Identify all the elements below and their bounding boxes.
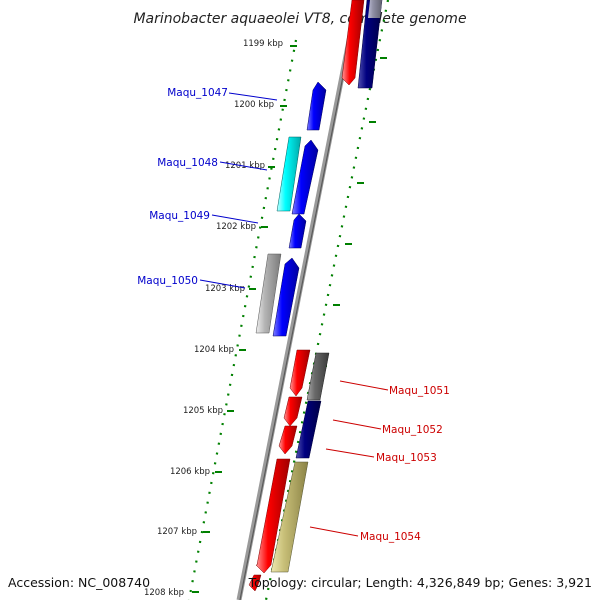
forward-cds-feature[interactable] <box>341 0 365 86</box>
kbp-labels: 1199 kbp 1200 kbp 1201 kbp 1202 kbp 1203… <box>144 39 283 598</box>
label-maqu-1047[interactable]: Maqu_1047 <box>167 87 228 99</box>
gene-maqu-1054-cds[interactable] <box>255 458 291 574</box>
right-dotted-track <box>264 0 390 600</box>
label-maqu-1049[interactable]: Maqu_1049 <box>149 210 210 222</box>
label-maqu-1051[interactable]: Maqu_1051 <box>389 385 450 397</box>
label-maqu-1054[interactable]: Maqu_1054 <box>360 531 421 543</box>
label-maqu-1050[interactable]: Maqu_1050 <box>137 275 198 287</box>
genome-backbone <box>236 0 360 600</box>
gene-maqu-1053[interactable] <box>278 425 298 455</box>
gene-maqu-1052-cds[interactable] <box>283 396 303 427</box>
tick-label-1205: 1205 kbp <box>183 406 223 416</box>
gene-maqu-1051-feature[interactable] <box>306 352 330 401</box>
label-maqu-1048[interactable]: Maqu_1048 <box>157 157 218 169</box>
gene-maqu-1055-cds[interactable] <box>248 574 262 592</box>
feature-navy[interactable] <box>357 0 383 89</box>
tick-label-1200: 1200 kbp <box>234 100 274 110</box>
map-title: Marinobacter aquaeolei VT8, complete gen… <box>133 11 466 27</box>
tick-label-1208: 1208 kbp <box>144 588 184 598</box>
tick-label-1206: 1206 kbp <box>170 467 210 477</box>
tick-label-1204: 1204 kbp <box>194 345 234 355</box>
left-gene-labels: Maqu_1047 Maqu_1048 Maqu_1049 Maqu_1050 <box>137 87 278 289</box>
accession-text: Accession: NC_008740 <box>8 575 150 590</box>
genome-backbone-edge <box>239 0 359 600</box>
gene-maqu-1049[interactable] <box>288 213 307 249</box>
gene-maqu-1054-feature[interactable] <box>270 461 309 573</box>
tick-label-1199: 1199 kbp <box>243 39 283 49</box>
label-maqu-1052[interactable]: Maqu_1052 <box>382 424 443 436</box>
kbp-ticks-left <box>192 45 297 593</box>
tick-label-1207: 1207 kbp <box>157 527 197 537</box>
gene-maqu-1050-feature[interactable] <box>255 253 282 334</box>
gene-maqu-1048-cds[interactable] <box>291 139 319 215</box>
genome-summary-text: Topology: circular; Length: 4,326,849 bp… <box>248 575 592 590</box>
tick-label-1203: 1203 kbp <box>205 284 245 294</box>
label-maqu-1053[interactable]: Maqu_1053 <box>376 452 437 464</box>
gene-maqu-1047[interactable] <box>306 81 327 131</box>
right-gene-labels: Maqu_1051 Maqu_1052 Maqu_1053 Maqu_1054 <box>309 380 450 543</box>
gene-maqu-1048-feature[interactable] <box>276 136 302 212</box>
gene-maqu-1051-cds[interactable] <box>289 349 311 397</box>
tick-label-1202: 1202 kbp <box>216 222 256 232</box>
feature-gray[interactable] <box>368 0 382 18</box>
gene-maqu-1052-feature[interactable] <box>295 400 322 459</box>
gene-maqu-1050-cds[interactable] <box>272 257 300 337</box>
